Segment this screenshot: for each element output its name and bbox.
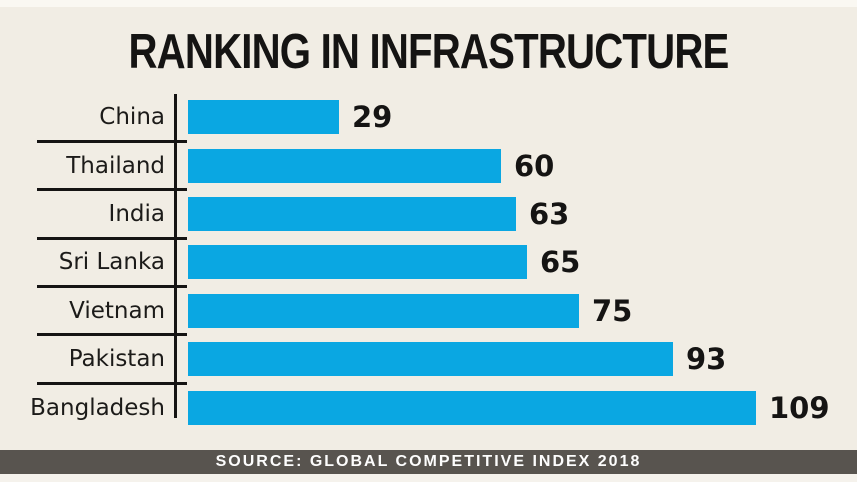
row-separator-line [37, 236, 187, 240]
bar [188, 245, 527, 280]
bar-wrap: 29 [188, 100, 857, 135]
chart-row: China 29 [0, 93, 857, 143]
y-axis-line [174, 94, 177, 418]
bar-wrap: 75 [188, 293, 857, 328]
value-label: 93 [686, 342, 727, 377]
chart-row: Sri Lanka 65 [0, 238, 857, 289]
row-separator-line [37, 333, 187, 337]
value-label: 63 [529, 196, 570, 231]
chart-row: India 63 [0, 190, 857, 240]
category-label: Vietnam [69, 297, 165, 324]
source-bar: SOURCE: GLOBAL COMPETITIVE INDEX 2018 [0, 450, 857, 474]
chart-row: Thailand 60 [0, 141, 857, 192]
bar-wrap: 93 [188, 342, 857, 377]
value-label: 29 [352, 100, 393, 135]
chart-row: Bangladesh 109 [0, 383, 857, 431]
value-label: 75 [592, 293, 633, 328]
category-label: Thailand [66, 152, 165, 179]
row-separator-line [37, 139, 187, 143]
row-separator-line [37, 285, 187, 289]
category-label: Sri Lanka [58, 249, 165, 276]
bar [188, 390, 756, 425]
category-label: China [99, 104, 165, 131]
bar [188, 100, 339, 135]
category-label: India [108, 200, 165, 227]
source-text: SOURCE: GLOBAL COMPETITIVE INDEX 2018 [215, 453, 642, 470]
bar [188, 293, 579, 328]
chart-title: RANKING IN INFRASTRUCTURE [128, 25, 729, 79]
bottom-margin-strip [0, 474, 857, 482]
top-margin-strip [0, 0, 857, 7]
value-label: 109 [769, 390, 830, 425]
chart-row: Pakistan 93 [0, 335, 857, 385]
bar-wrap: 60 [188, 148, 857, 183]
bar [188, 196, 516, 231]
category-label: Pakistan [68, 346, 165, 373]
value-label: 60 [514, 148, 555, 183]
chart-row: Vietnam 75 [0, 287, 857, 337]
bar-wrap: 65 [188, 245, 857, 280]
row-separator-line [37, 381, 187, 385]
chart-rows: China 29 Thailand 60 India 63 Sri Lanka … [0, 93, 857, 432]
bar-wrap: 63 [188, 196, 857, 231]
bar [188, 148, 501, 183]
row-separator-line [37, 188, 187, 192]
bar-wrap: 109 [188, 390, 857, 425]
bar-chart: China 29 Thailand 60 India 63 Sri Lanka … [0, 93, 857, 432]
category-label: Bangladesh [30, 394, 165, 421]
value-label: 65 [540, 245, 581, 280]
bar [188, 342, 673, 377]
